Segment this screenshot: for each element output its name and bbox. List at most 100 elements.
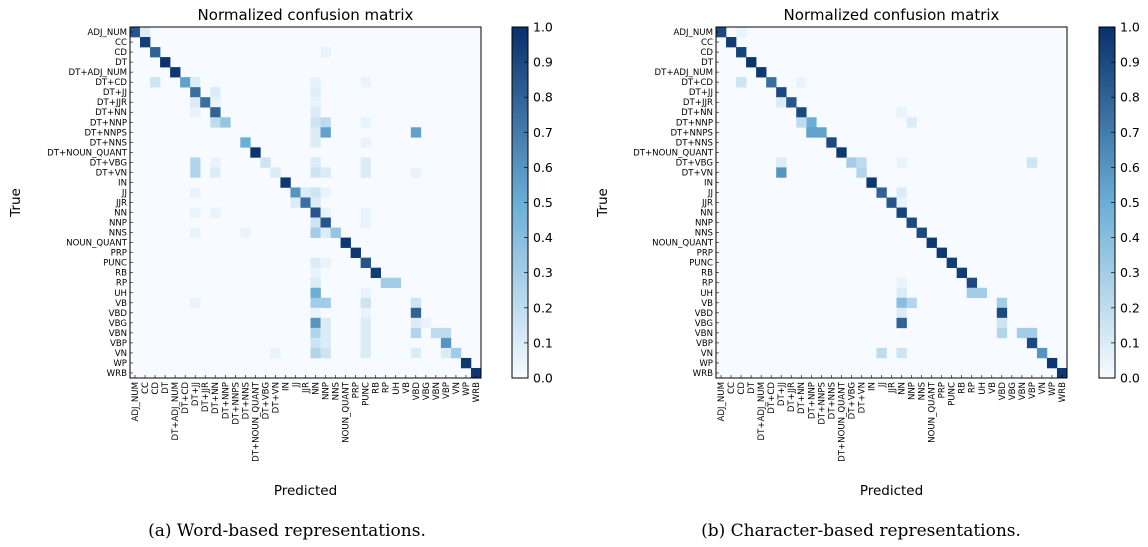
matrix-cell	[360, 207, 371, 218]
y-tick-label: JJR	[115, 199, 127, 209]
x-tick-label: JJR	[302, 382, 312, 394]
x-tick-label: WRB	[472, 382, 482, 402]
x-tick-label: UH	[392, 382, 402, 395]
matrix-cell	[290, 187, 301, 198]
x-tick-label: PUNC	[362, 382, 372, 406]
x-tick-label: DT+NNPS	[231, 382, 241, 425]
matrix-cell	[896, 157, 907, 168]
x-tick-label: NN	[898, 382, 908, 395]
y-tick-label: VN	[115, 349, 127, 359]
matrix-cell	[776, 157, 787, 168]
matrix-cell	[836, 147, 847, 158]
matrix-cell	[190, 157, 201, 168]
y-tick-label: DT+JJ	[103, 88, 127, 98]
x-tick-label: DT+VN	[857, 382, 867, 413]
matrix-cell	[210, 87, 221, 98]
matrix-cell	[180, 77, 191, 88]
matrix-cell	[140, 37, 151, 48]
y-tick-label: PRP	[697, 249, 713, 259]
y-tick-label: RB	[701, 269, 713, 279]
matrix-cell	[450, 347, 462, 359]
matrix-cell	[796, 107, 807, 118]
matrix-cell	[360, 117, 371, 128]
x-tick-label: VBG	[422, 382, 432, 400]
x-tick-label: DT+JJ	[777, 382, 787, 406]
x-tick-label: DT+CD	[767, 382, 777, 414]
x-tick-label: JJ	[877, 382, 887, 388]
y-tick-label: VBP	[696, 339, 713, 349]
x-axis-label: Predicted	[860, 483, 923, 499]
y-tick-label: NNP	[695, 219, 713, 229]
x-tick-label: NNP	[908, 382, 918, 400]
matrix-cell	[926, 237, 937, 248]
y-tick-label: DT+CD	[681, 78, 713, 88]
matrix-cell	[310, 137, 321, 148]
matrix-cell	[896, 317, 907, 329]
matrix-cell	[320, 167, 331, 178]
colorbar-tick-label: 0.0	[533, 371, 553, 386]
colorbar-tick-label: 0.9	[533, 55, 553, 70]
matrix-cell	[190, 107, 201, 118]
y-tick-label: WP	[699, 359, 713, 369]
matrix-cell	[966, 277, 978, 289]
matrix-cell	[190, 167, 201, 178]
y-tick-label: DT+NN	[95, 108, 127, 118]
x-tick-label: RP	[382, 382, 392, 393]
colorbar-tick-label: 0.7	[533, 125, 553, 140]
matrix-cell	[170, 67, 181, 78]
x-tick-label: RB	[958, 382, 968, 394]
matrix-cell	[906, 217, 917, 228]
matrix-cell	[310, 117, 321, 128]
x-tick-label: DT+NNP	[221, 382, 231, 419]
y-tick-label: CC	[701, 38, 713, 48]
matrix-cell	[360, 317, 371, 329]
colorbar-tick-label: 1.0	[1120, 20, 1140, 35]
x-tick-label: ADJ_NUM	[717, 382, 727, 421]
matrix-cell	[260, 157, 271, 168]
x-tick-label: NOUN_QUANT	[342, 381, 352, 443]
matrix-cell	[806, 127, 817, 138]
matrix-cell	[816, 127, 827, 138]
matrix-cell	[210, 107, 221, 118]
matrix-cell	[310, 97, 321, 108]
y-tick-label: DT+JJR	[683, 98, 713, 108]
matrix-cell	[736, 77, 747, 88]
matrix-cell	[360, 327, 371, 339]
y-tick-label: DT+NNPS	[84, 128, 127, 138]
colorbar-tick-label: 0.1	[533, 335, 553, 350]
matrix-cell	[320, 337, 331, 349]
matrix-cell	[360, 347, 371, 359]
colorbar-tick-label: 0.1	[1120, 335, 1140, 350]
x-tick-label: DT+ADJ_NUM	[171, 382, 181, 441]
colorbar-tick-label: 0.3	[533, 265, 553, 280]
x-tick-label: VBP	[1028, 382, 1038, 399]
matrix-cell	[410, 347, 422, 359]
chart-title: Normalized confusion matrix	[784, 6, 1000, 24]
y-tick-label: DT+NNP	[676, 118, 713, 128]
y-tick-label: DT	[701, 58, 714, 68]
matrix-cell	[280, 177, 291, 188]
matrix-cell	[806, 117, 817, 128]
x-tick-label: VBP	[442, 382, 452, 399]
confusion-matrix-chart-word: Normalized confusion matrix ADJ_NUM ADJ_NU…	[8, 6, 553, 499]
panel-caption-word: (a) Word-based representations.	[148, 521, 426, 541]
y-tick-label: DT+NNS	[676, 138, 713, 148]
x-tick-label: WRB	[1058, 382, 1068, 402]
y-tick-label: DT+NOUN_QUANT	[633, 148, 714, 158]
matrix-cell	[936, 247, 947, 258]
y-tick-label: RP	[116, 279, 127, 289]
x-tick-label: VBG	[1008, 382, 1018, 400]
x-tick-label: NN	[312, 382, 322, 395]
matrix-cell	[776, 87, 787, 98]
y-tick-label: ADJ_NUM	[88, 28, 127, 38]
matrix-cell	[896, 107, 907, 118]
matrix-cell	[360, 307, 371, 319]
y-tick-label: UH	[114, 289, 127, 299]
y-tick-label: DT	[115, 58, 128, 68]
x-tick-label: DT+JJR	[787, 382, 797, 412]
matrix-cell	[310, 337, 321, 349]
matrix-cell	[240, 227, 251, 238]
colorbar-tick-label: 0.4	[533, 230, 553, 245]
y-tick-label: VB	[701, 299, 713, 309]
matrix-cell	[460, 357, 472, 369]
